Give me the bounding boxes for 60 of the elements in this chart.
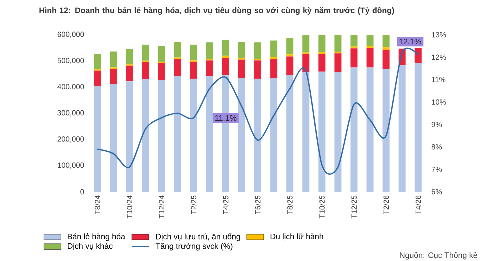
- bar: [414, 48, 422, 64]
- bar: [222, 40, 230, 56]
- bar: [350, 68, 358, 192]
- bar: [254, 78, 262, 192]
- bar: [318, 35, 326, 52]
- bar: [190, 44, 198, 61]
- bar: [222, 56, 230, 58]
- bar: [334, 54, 342, 72]
- bar: [206, 76, 214, 192]
- bar: [174, 76, 182, 192]
- bar: [94, 70, 102, 87]
- bar: [174, 42, 182, 58]
- bar: [382, 35, 390, 48]
- bar: [254, 60, 262, 79]
- bar: [382, 69, 390, 192]
- bar: [190, 78, 198, 192]
- bar: [286, 75, 294, 192]
- bar: [190, 62, 198, 79]
- bar: [270, 40, 278, 58]
- bar: [366, 48, 374, 68]
- bar: [350, 48, 358, 68]
- bar: [334, 72, 342, 192]
- bar: [110, 52, 118, 68]
- bar: [126, 66, 134, 82]
- bar: [254, 42, 262, 60]
- bar: [286, 56, 294, 76]
- bar: [94, 54, 102, 70]
- bar: [366, 35, 374, 46]
- bar: [142, 79, 150, 192]
- bar: [350, 35, 358, 47]
- bar: [174, 59, 182, 76]
- bar: [158, 63, 166, 81]
- bar: [270, 78, 278, 192]
- bar: [238, 42, 246, 58]
- bar: [318, 72, 326, 192]
- bar: [206, 60, 214, 77]
- bar: [382, 50, 390, 70]
- bar: [302, 54, 310, 72]
- bar: [238, 78, 246, 192]
- bar: [302, 36, 310, 53]
- bar: [110, 84, 118, 192]
- bar: [126, 49, 134, 65]
- bar: [158, 46, 166, 62]
- bar: [302, 72, 310, 192]
- bar: [206, 42, 214, 60]
- bar: [110, 69, 118, 84]
- bar: [142, 62, 150, 80]
- bar: [366, 68, 374, 192]
- bar: [270, 59, 278, 78]
- bar: [142, 44, 150, 61]
- bar: [238, 60, 246, 78]
- bar: [158, 80, 166, 192]
- bar: [286, 38, 294, 55]
- bar: [334, 35, 342, 52]
- bar: [318, 54, 326, 72]
- bar: [126, 82, 134, 192]
- bar: [222, 58, 230, 76]
- bar: [94, 86, 102, 192]
- bar: [414, 63, 422, 192]
- bar: [398, 66, 406, 192]
